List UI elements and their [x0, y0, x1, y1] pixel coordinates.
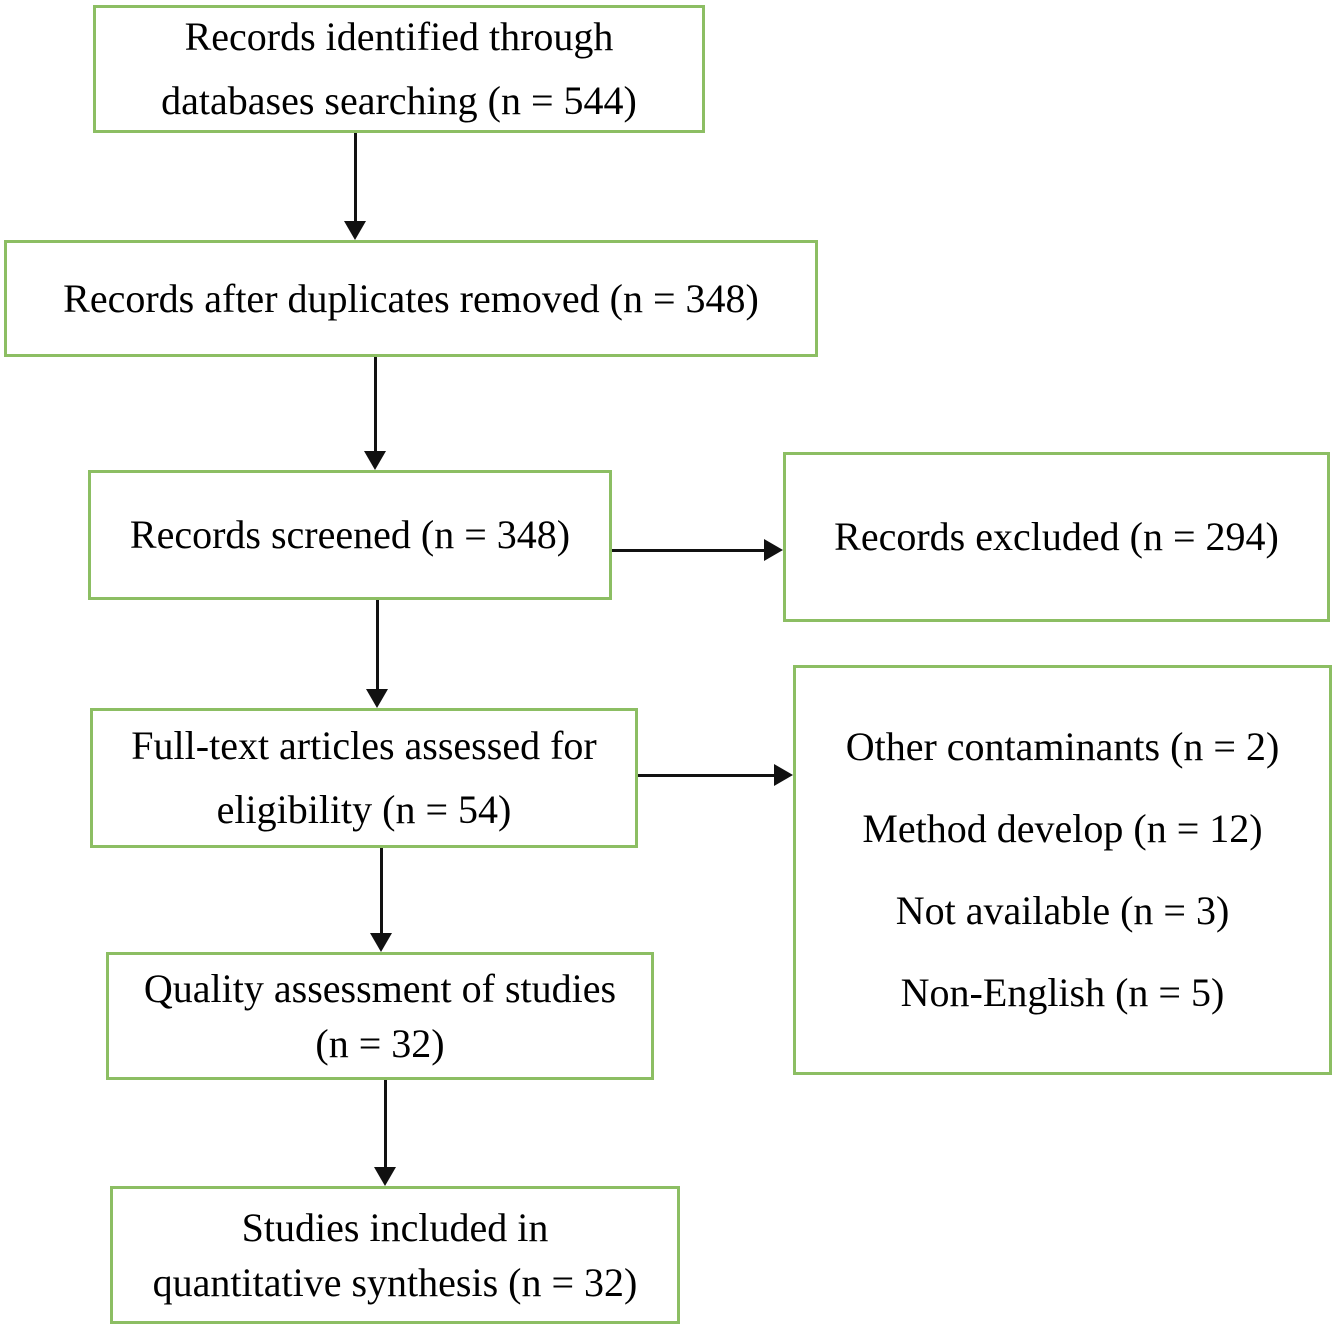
arrow-shaft — [638, 773, 774, 777]
exclusion-reason-line: Non-English (n = 5) — [900, 970, 1225, 1015]
node-label-line: Records excluded (n = 294) — [834, 514, 1279, 559]
node-label-line: Quality assessment of studies — [143, 965, 617, 1011]
node-duplicates-removed: Records after duplicates removed (n = 34… — [4, 240, 818, 357]
arrow-shaft — [379, 848, 383, 933]
node-records-screened: Records screened (n = 348) — [88, 470, 612, 600]
arrow-head-right-icon — [764, 539, 783, 561]
node-quality-assessment: Quality assessment of studies (n = 32) — [106, 952, 654, 1080]
node-fulltext-exclusions: Other contaminants (n = 2) Method develo… — [793, 665, 1332, 1075]
arrow-quality-to-included — [374, 1080, 396, 1186]
arrow-fulltext-to-exclusions — [638, 763, 793, 787]
arrow-head-down-icon — [370, 933, 392, 952]
arrow-head-down-icon — [374, 1167, 396, 1186]
node-records-identified: Records identified through databases sea… — [93, 5, 705, 133]
node-label-line: Records screened (n = 348) — [129, 512, 571, 557]
arrow-fulltext-to-quality — [370, 848, 392, 952]
node-label-line: (n = 32) — [315, 1021, 445, 1066]
exclusion-reason-line: Method develop (n = 12) — [862, 806, 1263, 851]
arrow-screened-to-fulltext — [366, 600, 388, 708]
arrow-shaft — [612, 548, 764, 552]
node-label-line: Full-text articles assessed for — [131, 723, 597, 768]
arrow-shaft — [383, 1080, 387, 1167]
arrow-shaft — [353, 133, 357, 221]
node-label-line: databases searching (n = 544) — [161, 78, 637, 123]
arrow-head-down-icon — [344, 221, 366, 240]
arrow-head-down-icon — [364, 451, 386, 470]
arrow-deduplicated-to-screened — [364, 357, 386, 470]
node-label-line: quantitative synthesis (n = 32) — [152, 1260, 638, 1305]
exclusion-reason-line: Other contaminants (n = 2) — [845, 724, 1280, 769]
node-label-line: Records identified through — [184, 14, 614, 59]
arrow-shaft — [373, 357, 377, 451]
node-label-line: eligibility (n = 54) — [216, 787, 512, 832]
node-label-line: Studies included in — [241, 1204, 549, 1250]
arrow-screened-to-excluded — [612, 538, 783, 562]
node-label-line: Records after duplicates removed (n = 34… — [63, 275, 759, 321]
node-records-excluded: Records excluded (n = 294) — [783, 452, 1330, 622]
arrow-identified-to-deduplicated — [344, 133, 366, 240]
node-studies-included: Studies included in quantitative synthes… — [110, 1186, 680, 1324]
node-fulltext-assessed: Full-text articles assessed for eligibil… — [90, 708, 638, 848]
arrow-head-down-icon — [366, 689, 388, 708]
arrow-shaft — [375, 600, 379, 689]
arrow-head-right-icon — [774, 764, 793, 786]
exclusion-reason-line: Not available (n = 3) — [895, 888, 1230, 933]
